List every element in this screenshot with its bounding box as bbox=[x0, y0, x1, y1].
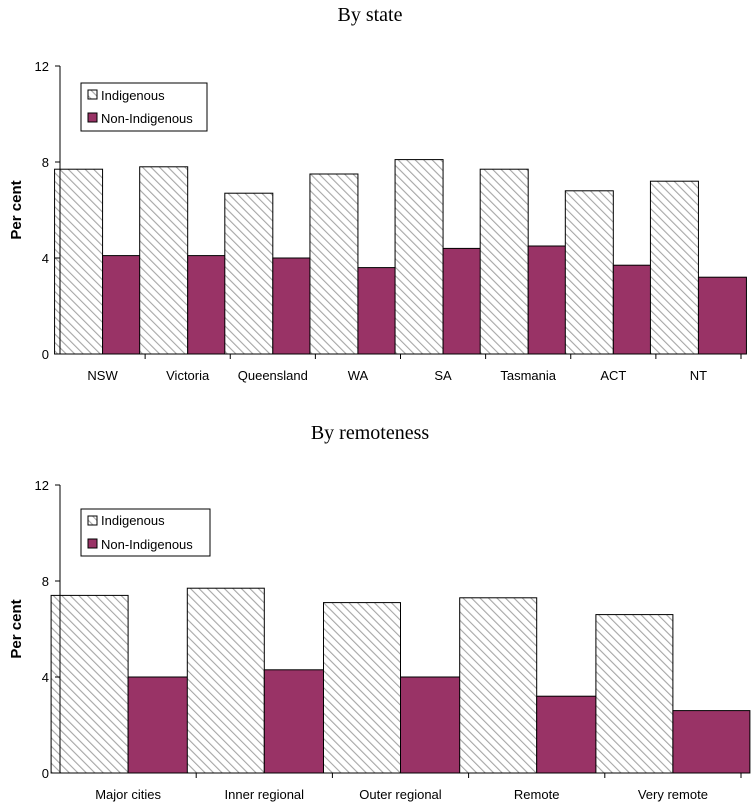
chart-by-remoteness: By remoteness Per cent 0 4 8 12 Major citie… bbox=[8, 422, 751, 802]
y-tick-label: 0 bbox=[42, 347, 49, 362]
bar-indigenous-act bbox=[564, 190, 614, 355]
legend-label-non-indigenous: Non-Indigenous bbox=[101, 537, 193, 552]
bar-indigenous-inner-regional bbox=[186, 587, 265, 774]
bar-indigenous-queensland bbox=[224, 192, 274, 355]
y-tick-label: 4 bbox=[42, 251, 49, 266]
bar-indigenous-major-cities bbox=[50, 594, 129, 774]
legend-swatch-indigenous bbox=[87, 89, 98, 100]
x-tick-label: WA bbox=[348, 368, 369, 383]
x-tick-label: SA bbox=[434, 368, 452, 383]
x-tick-label: Outer regional bbox=[359, 787, 441, 802]
legend-label-indigenous: Indigenous bbox=[101, 88, 165, 103]
legend-swatch-indigenous bbox=[87, 515, 98, 526]
chart-by-state: By state Per cent 0 4 8 12 NSW Victoria Queen… bbox=[8, 4, 747, 383]
legend: Indigenous Non-Indigenous bbox=[80, 508, 211, 557]
legend-box bbox=[80, 508, 211, 557]
legend-label-non-indigenous: Non-Indigenous bbox=[101, 111, 193, 126]
y-axis-label: Per cent bbox=[8, 599, 25, 658]
x-tick-label: ACT bbox=[600, 368, 626, 383]
legend-box bbox=[80, 82, 208, 132]
chart-title: By state bbox=[338, 4, 403, 26]
y-tick-label: 0 bbox=[42, 766, 49, 781]
x-tick-label: Tasmania bbox=[500, 368, 556, 383]
bar-indigenous-victoria bbox=[139, 166, 189, 355]
bar-non-indigenous-nt bbox=[697, 276, 747, 355]
x-tick-label: Very remote bbox=[638, 787, 708, 802]
bar-indigenous-remote bbox=[459, 597, 538, 774]
legend-label-indigenous: Indigenous bbox=[101, 513, 165, 528]
bar-indigenous-nsw bbox=[54, 168, 104, 355]
chart-title: By remoteness bbox=[311, 422, 430, 444]
bar-indigenous-outer-regional bbox=[323, 602, 401, 774]
legend-swatch-non-indigenous bbox=[87, 112, 98, 123]
bar-indigenous-tasmania bbox=[479, 168, 529, 355]
bar-indigenous-very-remote bbox=[595, 614, 674, 774]
x-tick-label: Inner regional bbox=[225, 787, 305, 802]
y-tick-label: 8 bbox=[42, 155, 49, 170]
y-axis-label: Per cent bbox=[8, 180, 25, 239]
x-tick-label: Major cities bbox=[95, 787, 161, 802]
bar-indigenous-sa bbox=[394, 159, 444, 355]
bar-non-indigenous-very-remote bbox=[672, 710, 751, 774]
y-tick-label: 12 bbox=[35, 478, 49, 493]
bar-indigenous-nt bbox=[649, 180, 699, 355]
x-tick-label: NT bbox=[690, 368, 707, 383]
legend: Indigenous Non-Indigenous bbox=[80, 82, 208, 132]
x-tick-label: Queensland bbox=[238, 368, 308, 383]
y-tick-label: 12 bbox=[35, 59, 49, 74]
x-tick-label: Remote bbox=[514, 787, 560, 802]
x-tick-label: NSW bbox=[87, 368, 118, 383]
y-tick-label: 8 bbox=[42, 574, 49, 589]
bar-indigenous-wa bbox=[309, 173, 359, 355]
legend-swatch-non-indigenous bbox=[87, 538, 98, 549]
y-tick-label: 4 bbox=[42, 670, 49, 685]
x-tick-label: Victoria bbox=[166, 368, 210, 383]
